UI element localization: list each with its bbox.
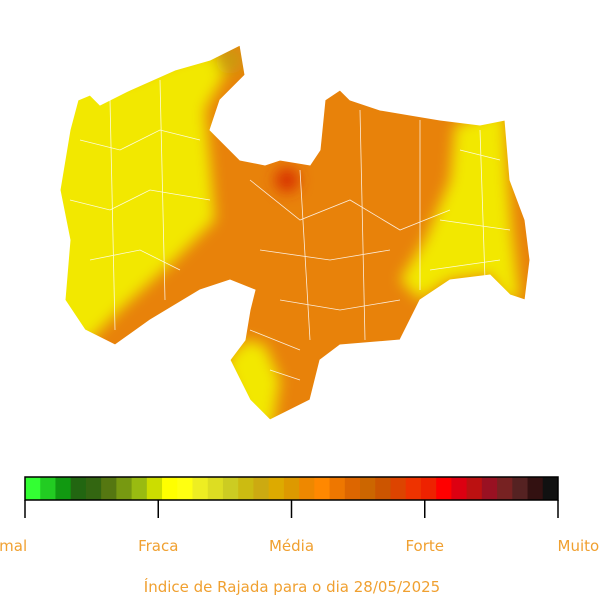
legend-label: Normal <box>0 537 27 555</box>
legend-swatch <box>70 477 87 500</box>
legend-swatch <box>207 477 224 500</box>
legend-label: Média <box>269 537 314 555</box>
legend-swatch <box>268 477 285 500</box>
legend-swatch <box>527 477 544 500</box>
legend-swatch <box>222 477 239 500</box>
legend-swatch <box>344 477 361 500</box>
legend-swatch <box>283 477 300 500</box>
legend-swatch <box>40 477 56 500</box>
legend-swatch <box>481 477 498 500</box>
legend-swatch <box>497 477 513 500</box>
legend-swatch <box>85 477 102 500</box>
legend-swatch <box>512 477 529 500</box>
caption: Índice de Rajada para o dia 28/05/2025 <box>144 577 440 596</box>
legend-swatch <box>101 477 117 500</box>
yellow-west <box>60 50 225 345</box>
legend-swatch <box>451 477 468 500</box>
legend-swatch <box>542 477 559 500</box>
legend-swatch <box>299 477 315 500</box>
legend-swatch <box>360 477 376 500</box>
legend-swatch <box>25 477 41 500</box>
legend-swatch <box>162 477 178 500</box>
legend-swatch <box>314 477 331 500</box>
state-map <box>60 45 530 420</box>
legend-label: Forte <box>405 537 444 555</box>
legend-swatch <box>131 477 148 500</box>
legend-swatch <box>192 477 209 500</box>
legend-swatch <box>390 477 407 500</box>
yellow-southwest <box>225 340 280 420</box>
legend-label: Fraca <box>138 537 178 555</box>
legend-swatch <box>116 477 133 500</box>
legend: Normal Fraca Média Forte Muito Forte <box>0 476 600 555</box>
legend-swatch <box>420 477 437 500</box>
legend-swatch <box>55 477 72 500</box>
legend-swatch <box>177 477 194 500</box>
legend-swatch <box>238 477 254 500</box>
municipal-borders <box>69 79 511 381</box>
legend-label: Muito Forte <box>558 537 600 555</box>
legend-swatch <box>253 477 270 500</box>
legend-swatch <box>146 477 163 500</box>
legend-swatch <box>466 477 483 500</box>
legend-swatch <box>436 477 452 500</box>
legend-swatch <box>405 477 422 500</box>
red-spot <box>275 168 299 192</box>
legend-swatch <box>375 477 391 500</box>
legend-swatch <box>329 477 346 500</box>
